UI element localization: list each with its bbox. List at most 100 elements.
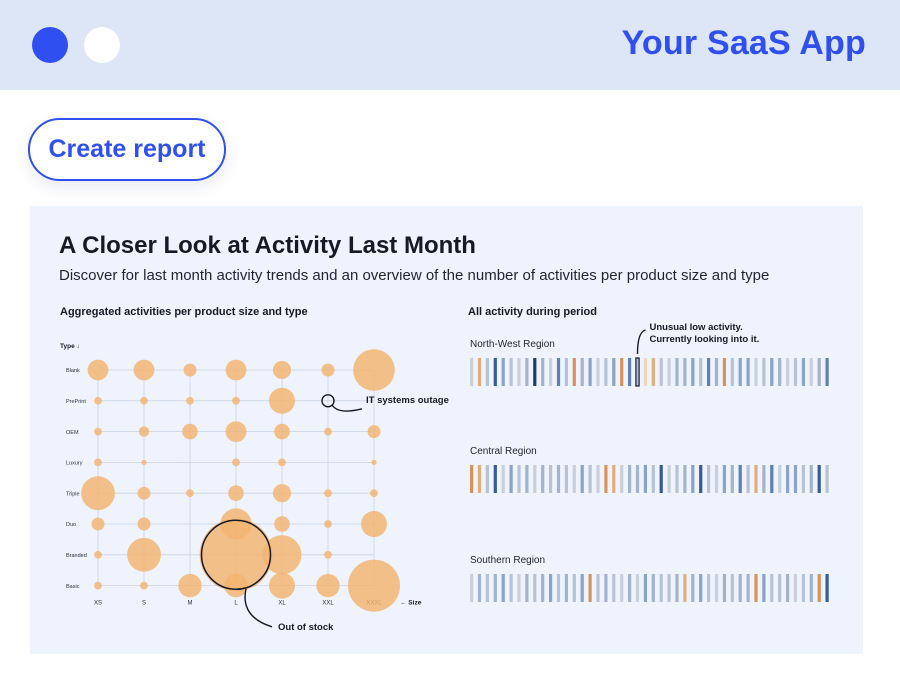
activity-bar [517, 358, 521, 386]
activity-bar [604, 574, 608, 602]
bubble-luxury-l [232, 458, 240, 467]
bubble-duo-xxxl [361, 511, 387, 537]
bubble-preprint-xl [269, 387, 295, 414]
col-label: S [142, 601, 146, 607]
activity-bar [604, 358, 608, 386]
activity-bar [675, 358, 679, 386]
activity-bar [754, 358, 758, 386]
bubble-oem-m [182, 423, 198, 440]
activity-bar [477, 574, 482, 602]
bubble-duo-xxl [324, 520, 332, 528]
bubble-preprint-l [232, 396, 240, 405]
activity-bar [675, 574, 679, 602]
bubble-basic-s [140, 581, 148, 590]
bubble-luxury-xs [94, 458, 102, 467]
activity-bar [825, 574, 829, 602]
activity-bar [770, 574, 774, 602]
bubble-triple-l [228, 485, 244, 501]
activity-bar [659, 465, 663, 493]
activity-bar [572, 358, 576, 386]
activity-bar [643, 465, 647, 493]
activity-bar [651, 574, 655, 602]
activity-bar [659, 574, 663, 602]
bubble-branded-xs [94, 550, 102, 559]
activity-bar [786, 358, 790, 386]
activity-bar [667, 574, 671, 602]
activity-bar [470, 358, 474, 386]
activity-bar [786, 465, 790, 493]
activity-bar [620, 574, 624, 602]
size-axis-label: ← Size [400, 600, 422, 607]
window-dot-white[interactable] [84, 27, 120, 63]
bubble-oem-xxxl [367, 425, 381, 439]
activity-bar [470, 465, 474, 493]
activity-bar [477, 465, 482, 493]
activity-bar [722, 465, 726, 493]
row-label: OEM [66, 430, 79, 436]
activity-bar [699, 465, 703, 493]
activity-bar [509, 574, 513, 602]
region-label: Central Region [470, 446, 537, 457]
bubble-blank-m [183, 363, 197, 377]
outage-annotation: IT systems outage [366, 395, 449, 406]
region-label: Southern Region [470, 555, 545, 566]
activity-bar [809, 574, 813, 602]
activity-bar [754, 465, 758, 493]
bubble-branded-s [127, 537, 161, 572]
activity-bar [580, 358, 584, 386]
bubble-basic-xxl [316, 573, 340, 598]
row-label: Blank [66, 368, 80, 374]
stock-connector [244, 588, 273, 628]
bubble-triple-xxxl [370, 489, 378, 498]
activity-bar [509, 358, 513, 386]
activity-bar [533, 358, 537, 386]
bubble-basic-m [178, 573, 202, 598]
bubble-blank-xxl [321, 363, 335, 377]
activity-bar [754, 574, 758, 602]
bubble-oem-l [225, 421, 247, 442]
activity-bar [596, 574, 600, 602]
activity-bar [659, 358, 663, 386]
row-label: PrePrint [66, 399, 86, 405]
activity-bar [549, 465, 553, 493]
activity-bar [793, 358, 798, 386]
report-subtitle: Discover for last month activity trends … [59, 267, 770, 284]
activity-bar [691, 465, 695, 493]
bubble-preprint-s [140, 396, 148, 405]
stock-annotation: Out of stock [278, 622, 334, 633]
activity-bar [620, 465, 624, 493]
activity-bar [501, 358, 505, 386]
outage-connector [331, 404, 363, 412]
activity-bar [722, 574, 726, 602]
bubble-blank-xs [87, 359, 109, 381]
col-label: XL [278, 601, 286, 607]
activity-bar [675, 465, 679, 493]
col-label: L [234, 601, 238, 607]
bubble-preprint-m [186, 396, 194, 405]
activity-bar [493, 465, 497, 493]
activity-bar [628, 574, 632, 602]
create-report-button[interactable]: Create report [28, 118, 226, 181]
activity-bar [801, 574, 805, 602]
activity-bar [778, 465, 782, 493]
bubble-blank-l [225, 359, 247, 381]
activity-bar [707, 574, 711, 602]
bubble-duo-xl [274, 516, 290, 532]
row-label: Duo [66, 522, 76, 528]
activity-bar [549, 358, 553, 386]
activity-bar [596, 358, 600, 386]
activity-bar [509, 465, 513, 493]
bubble-luxury-xl [278, 458, 286, 467]
activity-bar [762, 358, 766, 386]
activity-bar [825, 358, 829, 386]
report-card: A Closer Look at Activity Last Month Dis… [30, 206, 863, 654]
activity-bar [643, 358, 647, 386]
bubble-triple-xl [272, 484, 292, 503]
activity-bar [778, 358, 782, 386]
activity-bar [817, 465, 821, 493]
bubble-basic-xs [94, 581, 102, 590]
window-dot-blue[interactable] [32, 27, 68, 63]
activity-bar [683, 574, 687, 602]
activity-bar [651, 465, 655, 493]
stock-highlight-ring [200, 519, 272, 591]
